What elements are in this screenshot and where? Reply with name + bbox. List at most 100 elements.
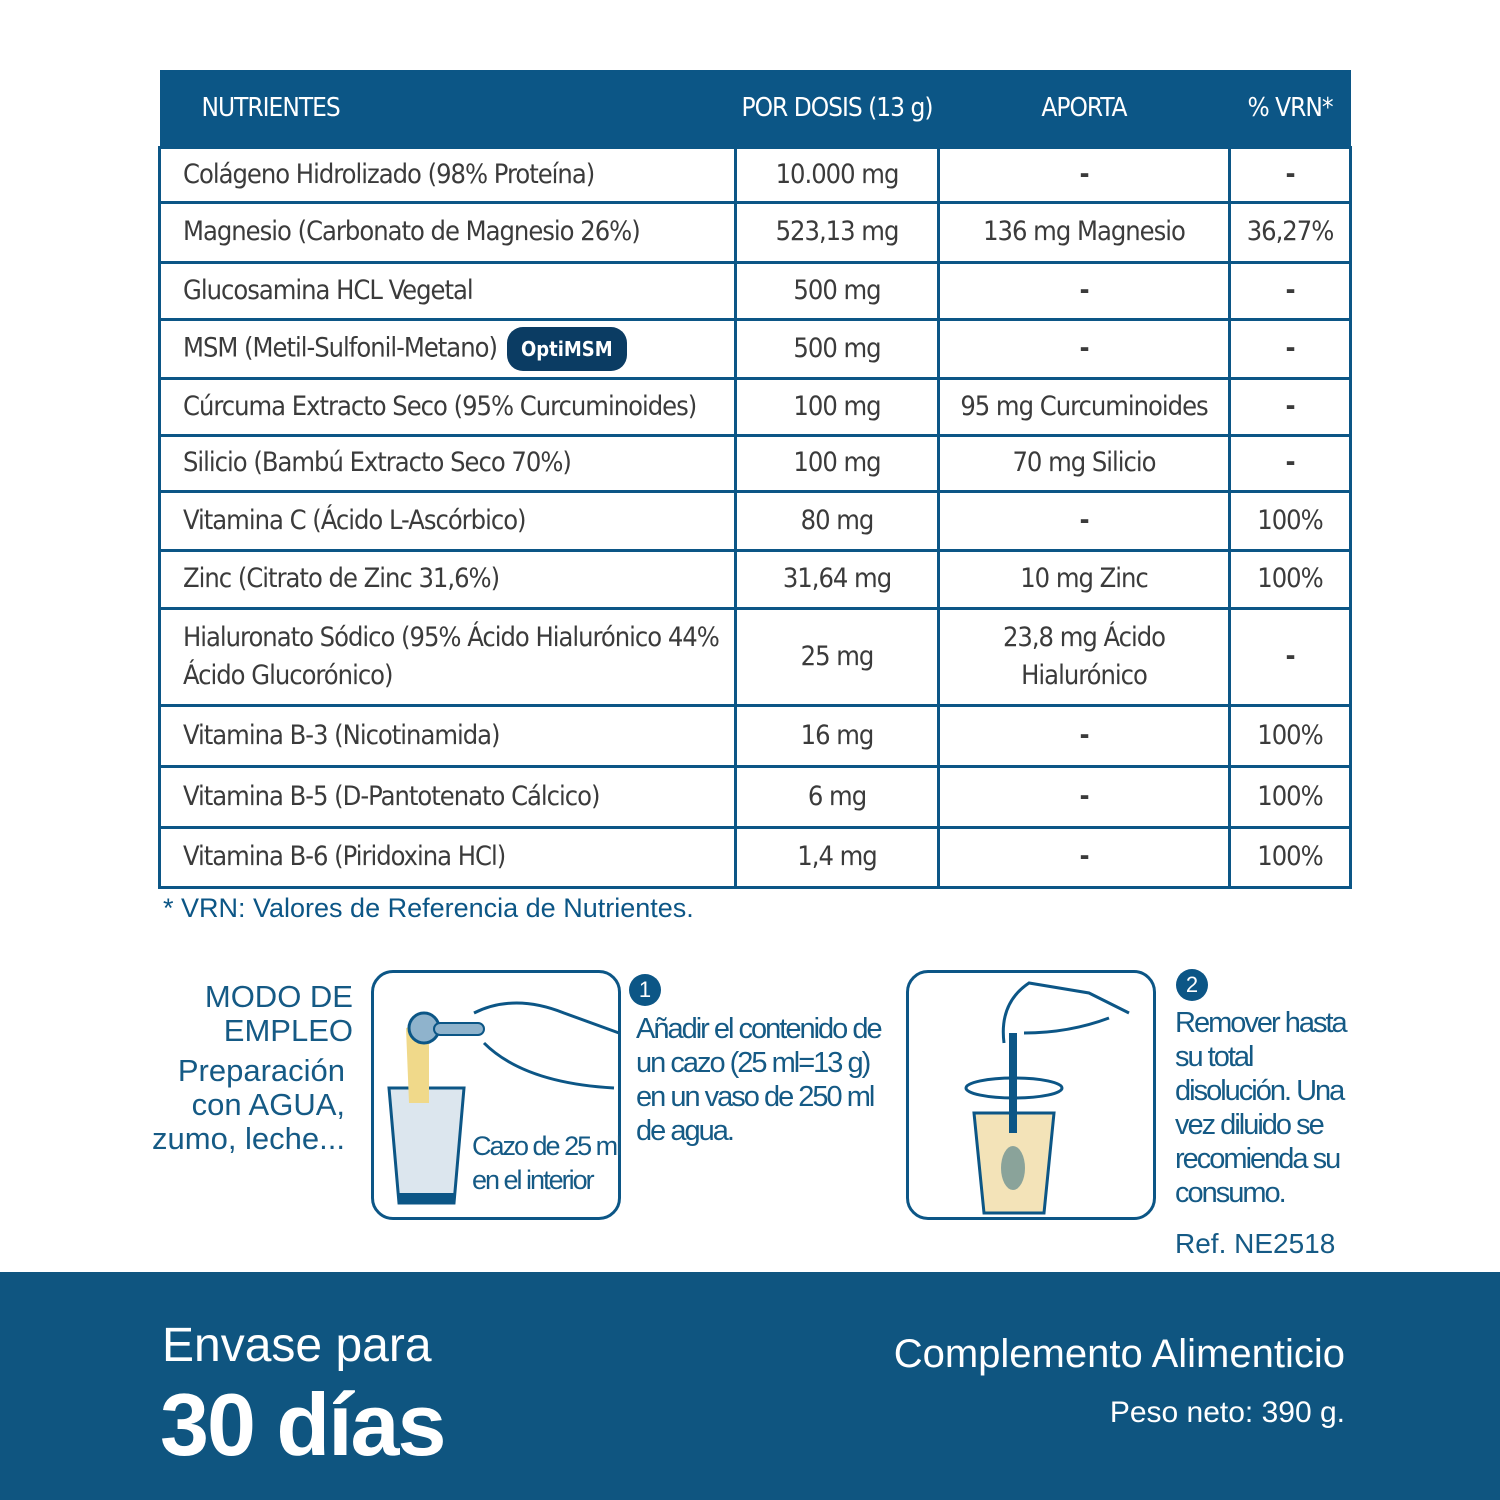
aporta-value: 23,8 mg Ácido Hialurónico <box>937 606 1231 707</box>
vrn-value: - <box>1228 606 1352 707</box>
cell-text: Hialuronato Sódico (95% Ácido Hialurónic… <box>183 621 720 691</box>
aporta-value: - <box>937 703 1231 768</box>
cell-text: 1,4 mg <box>797 841 877 872</box>
aporta-value: - <box>937 317 1231 380</box>
cell-text: 100% <box>1257 841 1323 872</box>
cell-text: 100 mg <box>793 447 881 478</box>
cell-text: - <box>1285 390 1295 422</box>
reference: Ref. NE2518 <box>1175 1228 1336 1259</box>
cell-text: Magnesio (Carbonato de Magnesio 26%) <box>183 216 641 247</box>
vrn-value: - <box>1228 376 1352 437</box>
cell-text: 10.000 mg <box>775 158 900 190</box>
dose-value: 1,4 mg <box>734 825 940 889</box>
dose-value: 500 mg <box>734 260 940 321</box>
vrn-value: 100% <box>1228 489 1352 552</box>
cell-text: 6 mg <box>807 780 867 812</box>
aporta-value: 95 mg Curcuminoides <box>937 376 1231 437</box>
nutrient-name: MSM (Metil-Sulfonil-Metano) OptiMSM <box>158 317 737 380</box>
cell-text: 500 mg <box>793 332 881 364</box>
nutrient-name: Vitamina C (Ácido L-Ascórbico) <box>158 489 737 552</box>
step2-number: 2 <box>1176 969 1208 1001</box>
cell-text: 31,64 mg <box>782 563 892 594</box>
cell-text: - <box>1285 158 1295 190</box>
aporta-value: 10 mg Zinc <box>937 548 1231 610</box>
dose-value: 25 mg <box>734 606 940 707</box>
table-row: Magnesio (Carbonato de Magnesio 26%) 523,… <box>158 200 1352 264</box>
cell-text: Zinc (Citrato de Zinc 31,6%) <box>183 563 500 594</box>
nutrient-name: Magnesio (Carbonato de Magnesio 26%) <box>158 200 737 264</box>
dose-value: 31,64 mg <box>734 548 940 610</box>
nutrient-name: Vitamina B-5 (D-Pantotenato Cálcico) <box>158 764 737 829</box>
step2-illustration <box>906 970 1156 1220</box>
cell-text: Cúrcuma Extracto Seco (95% Curcuminoides… <box>183 390 697 422</box>
cell-text: Vitamina B-5 (D-Pantotenato Cálcico) <box>183 780 600 812</box>
cell-text: - <box>1079 719 1089 751</box>
aporta-value: 70 mg Silicio <box>937 433 1231 493</box>
table-row: Zinc (Citrato de Zinc 31,6%) 31,64 mg 10 m… <box>158 548 1352 610</box>
aporta-value: - <box>937 825 1231 889</box>
step1-number: 1 <box>629 974 661 1006</box>
cell-text: - <box>1285 332 1295 364</box>
cell-text: MSM (Metil-Sulfonil-Metano) <box>183 332 498 363</box>
cell-text: - <box>1285 447 1295 478</box>
nutrient-name: Colágeno Hidrolizado (98% Proteína) <box>158 145 737 204</box>
cell-text: - <box>1079 158 1089 190</box>
cell-text: 500 mg <box>793 274 881 306</box>
aporta-value: - <box>937 260 1231 321</box>
cell-text: 100% <box>1257 563 1323 594</box>
header-nutrientes: NUTRIENTES <box>159 70 736 147</box>
cell-text: 36,27% <box>1246 216 1335 247</box>
table-row: Cúrcuma Extracto Seco (95% Curcuminoides… <box>158 376 1352 437</box>
header-dosis: POR DOSIS (13 g) <box>735 70 939 147</box>
aporta-value: - <box>937 764 1231 829</box>
table-row: Hialuronato Sódico (95% Ácido Hialurónic… <box>158 606 1352 707</box>
dose-value: 100 mg <box>734 433 940 493</box>
table-row: Vitamina B-6 (Piridoxina HCl) 1,4 mg - 100% <box>158 825 1352 889</box>
cell-text: - <box>1285 274 1295 306</box>
aporta-value: - <box>937 145 1231 204</box>
optimsm-badge: OptiMSM <box>506 326 627 371</box>
cell-text: Silicio (Bambú Extracto Seco 70%) <box>183 447 572 478</box>
table-row: Glucosamina HCL Vegetal 500 mg - - <box>158 260 1352 321</box>
nutrient-name: Hialuronato Sódico (95% Ácido Hialurónic… <box>158 606 737 707</box>
cell-text: 100 mg <box>793 390 881 422</box>
step1-text: Añadir el contenido de un cazo (25 ml=13… <box>636 1013 883 1147</box>
cell-text: - <box>1285 640 1295 672</box>
vrn-value: 100% <box>1228 764 1352 829</box>
aporta-value: 136 mg Magnesio <box>937 200 1231 264</box>
nutrition-table: NUTRIENTES POR DOSIS (13 g) APORTA % VRN… <box>158 70 1352 889</box>
stir-glass-icon <box>964 981 1130 1215</box>
cell-text: Colágeno Hidrolizado (98% Proteína) <box>183 158 595 190</box>
vrn-value: 100% <box>1228 548 1352 610</box>
step1-illustration: Cazo de 25 ml en el interior <box>371 970 623 1220</box>
vrn-value: - <box>1228 317 1352 380</box>
dose-value: 16 mg <box>734 703 940 768</box>
footer-band: Envase para 30 días Complemento Alimenti… <box>0 1272 1500 1500</box>
nutrient-name: Zinc (Citrato de Zinc 31,6%) <box>158 548 737 610</box>
vrn-value: - <box>1228 260 1352 321</box>
nutrient-name: Vitamina B-6 (Piridoxina HCl) <box>158 825 737 889</box>
cell-text: 80 mg <box>800 504 875 536</box>
cell-text: 95 mg Curcuminoides <box>960 390 1208 422</box>
step2-text: Remover hasta su total disolución. Una v… <box>1175 1007 1348 1209</box>
nutrient-name: Glucosamina HCL Vegetal <box>158 260 737 321</box>
cell-text: 25 mg <box>800 640 875 672</box>
dose-value: 523,13 mg <box>734 200 940 264</box>
cell-text: 100% <box>1257 719 1323 751</box>
cell-text: - <box>1079 780 1089 812</box>
cell-text: Vitamina B-6 (Piridoxina HCl) <box>183 841 506 872</box>
dose-value: 100 mg <box>734 376 940 437</box>
cell-text: 10 mg Zinc <box>1020 563 1149 594</box>
cell-text: 16 mg <box>800 719 875 751</box>
vrn-value: - <box>1228 145 1352 204</box>
nutrient-name: Cúrcuma Extracto Seco (95% Curcuminoides… <box>158 376 737 437</box>
header-aporta: APORTA <box>938 70 1230 147</box>
cell-text: 136 mg Magnesio <box>983 216 1186 247</box>
cell-text: - <box>1079 504 1089 536</box>
dose-value: 500 mg <box>734 317 940 380</box>
table-row: MSM (Metil-Sulfonil-Metano) OptiMSM 500 mg… <box>158 317 1352 380</box>
table-row: Vitamina B-5 (D-Pantotenato Cálcico) 6 mg… <box>158 764 1352 829</box>
footnote: * VRN: Valores de Referencia de Nutrient… <box>163 893 694 923</box>
cell-text: 23,8 mg Ácido Hialurónico <box>1002 621 1166 691</box>
cell-text: 523,13 mg <box>775 216 900 247</box>
